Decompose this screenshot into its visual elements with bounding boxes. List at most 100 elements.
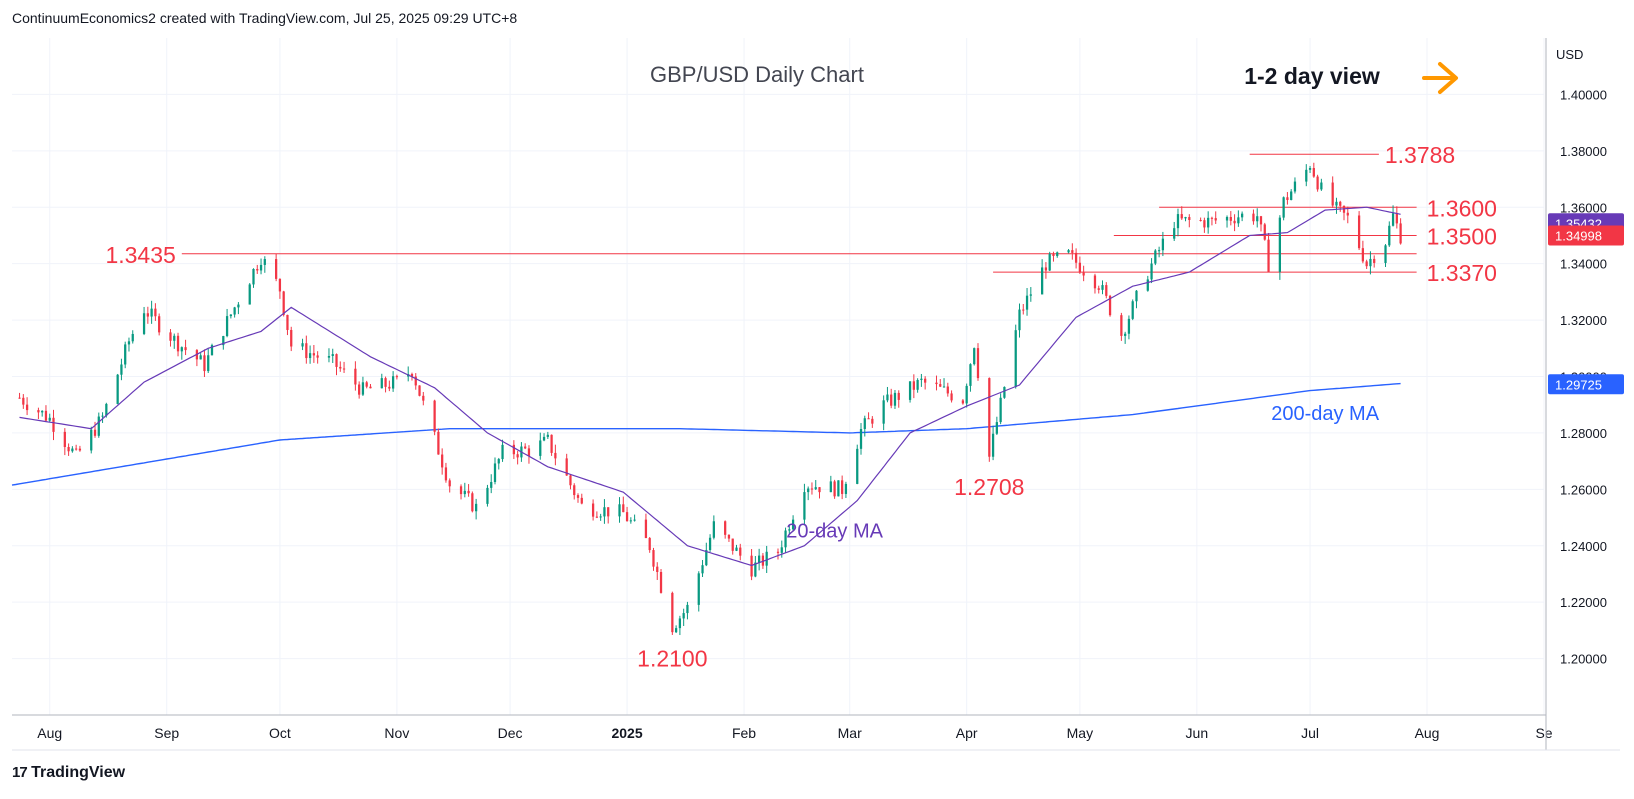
candle-body	[75, 448, 78, 450]
candle-body	[829, 481, 832, 493]
candle-body	[97, 416, 100, 436]
candle-body	[1214, 218, 1217, 221]
candle-body	[1237, 217, 1240, 224]
candle-body	[275, 259, 278, 279]
candle-body	[78, 448, 82, 451]
candle-body	[259, 264, 263, 271]
candle-body	[1074, 252, 1078, 263]
candle-body	[1135, 290, 1138, 302]
grid-layer	[12, 38, 1545, 715]
candle	[48, 413, 51, 423]
candle-body	[154, 308, 157, 317]
candle	[659, 569, 663, 594]
y-tick-label: 1.24000	[1560, 539, 1607, 554]
candle	[282, 290, 285, 317]
candle-body	[1286, 197, 1289, 200]
candle-body	[622, 504, 625, 513]
candle	[859, 423, 863, 455]
candle-body	[886, 394, 889, 401]
candle-body	[758, 555, 761, 563]
candle-body	[814, 487, 817, 490]
candle-body	[652, 550, 655, 567]
candle-body	[18, 397, 21, 399]
level-label: 1.3788	[1385, 142, 1455, 168]
candle-body	[278, 278, 282, 292]
candle-body	[1018, 309, 1021, 331]
candle	[222, 335, 225, 350]
tradingview-logo[interactable]: 17 TradingView	[12, 764, 125, 782]
candle	[897, 390, 900, 408]
candle-body	[331, 354, 334, 356]
candle	[803, 483, 806, 525]
candle	[625, 506, 629, 522]
candle	[169, 329, 172, 347]
candle	[173, 333, 176, 349]
candle	[25, 397, 29, 416]
candle	[120, 358, 123, 381]
candle	[248, 283, 251, 305]
candle-body	[1388, 225, 1391, 246]
candle	[735, 544, 738, 552]
candle-body	[418, 385, 421, 396]
candle-body	[629, 520, 632, 522]
candle	[988, 377, 991, 462]
candle-body	[286, 314, 289, 330]
candle-body	[1207, 217, 1210, 228]
candle-body	[142, 313, 146, 334]
candle	[739, 543, 742, 561]
candle	[731, 538, 734, 555]
candle-body	[1339, 201, 1342, 206]
candle-body	[580, 497, 583, 504]
candle	[973, 347, 976, 366]
candle-body	[1108, 295, 1112, 316]
candle	[1022, 303, 1025, 315]
candle	[93, 421, 97, 438]
candle	[712, 515, 715, 540]
candle-body	[1278, 217, 1281, 272]
ma20-line	[19, 206, 1401, 567]
candle	[882, 395, 885, 431]
candle-body	[301, 343, 304, 347]
candle	[305, 335, 308, 364]
candle-body	[1056, 252, 1059, 257]
candle-body	[169, 332, 172, 341]
candle	[459, 484, 463, 500]
chart-subtitle: 1-2 day view	[1244, 63, 1380, 89]
candle	[991, 425, 995, 461]
ma-label: 200-day MA	[1271, 403, 1379, 425]
candle	[527, 445, 531, 464]
candle	[395, 374, 399, 380]
candle	[1229, 211, 1232, 226]
candle	[463, 482, 466, 498]
candle	[546, 431, 549, 440]
x-tick-label: Mar	[838, 725, 862, 741]
candle	[516, 450, 519, 465]
candle-body	[1048, 254, 1051, 271]
candle-body	[591, 503, 595, 517]
candle	[301, 338, 304, 351]
candle	[199, 353, 202, 360]
candle	[37, 407, 40, 419]
candle-body	[263, 259, 266, 265]
candle	[1014, 324, 1017, 389]
candle	[225, 308, 229, 338]
candle	[1127, 315, 1131, 340]
candle-body	[546, 434, 549, 437]
candle	[471, 491, 474, 513]
candle-body	[569, 475, 572, 486]
x-tick-label: Se	[1535, 725, 1552, 741]
candle-body	[222, 336, 225, 346]
candle	[312, 344, 316, 363]
candle-body	[1346, 212, 1349, 216]
candle-body	[1293, 181, 1297, 192]
candle-body	[207, 355, 210, 372]
candle	[207, 347, 210, 374]
candle	[890, 388, 893, 409]
candle-body	[1180, 214, 1183, 219]
ma200-layer	[11, 382, 1401, 486]
candle	[871, 416, 874, 428]
candle	[124, 341, 127, 369]
candle	[1237, 210, 1240, 227]
